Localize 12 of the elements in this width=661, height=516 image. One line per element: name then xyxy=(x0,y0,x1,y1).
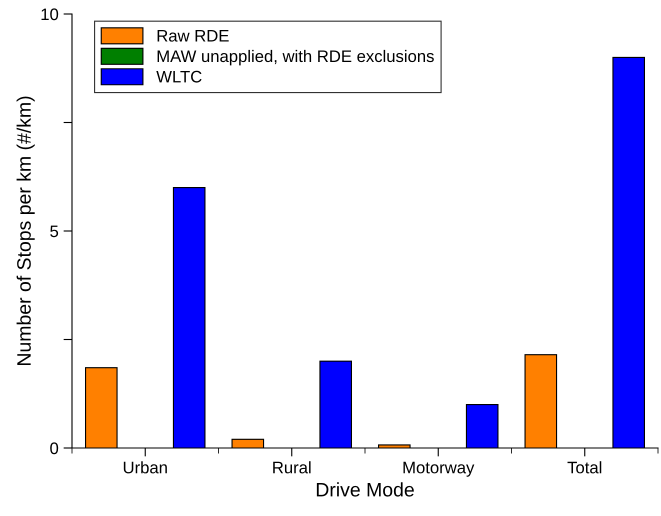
y-tick-label: 5 xyxy=(50,226,58,238)
x-axis-title: Drive Mode xyxy=(316,482,414,497)
y-tick-label: 0 xyxy=(50,442,58,454)
legend-label: Raw RDE xyxy=(158,30,229,42)
y-axis-title: Number of Stops per km (#/km) xyxy=(16,96,35,366)
y-tick-label: 10 xyxy=(42,8,58,20)
x-tick-label: Rural xyxy=(273,461,311,474)
x-tick-label: Urban xyxy=(124,461,167,474)
legend-label: MAW unapplied, with RDE exclusions xyxy=(158,50,434,66)
x-tick-label: Total xyxy=(568,461,602,474)
legend-label: WLTC xyxy=(156,70,202,83)
x-tick-label: Motorway xyxy=(404,462,474,477)
